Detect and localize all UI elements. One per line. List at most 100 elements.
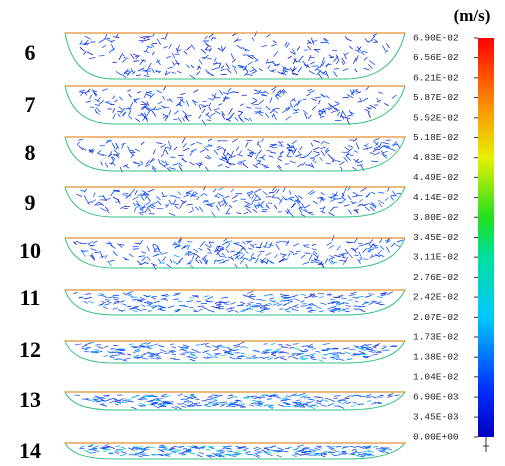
vector-arrow	[186, 300, 194, 303]
vector-arrow	[309, 353, 316, 356]
vector-arrow	[194, 253, 201, 259]
vector-arrow	[90, 248, 97, 251]
vector-arrow	[386, 246, 390, 253]
vector-arrow	[191, 100, 198, 104]
vector-arrow	[182, 349, 188, 352]
vector-arrow	[135, 308, 143, 312]
vector-arrow	[368, 453, 374, 457]
vector-arrow	[378, 199, 385, 205]
vector-arrow	[336, 111, 341, 117]
vector-arrow	[113, 150, 119, 154]
vector-arrow	[273, 51, 279, 57]
vector-arrow	[367, 393, 372, 397]
vector-arrow	[133, 60, 139, 62]
vector-arrow	[269, 260, 275, 264]
vector-arrow	[274, 107, 280, 110]
vector-arrow	[354, 247, 359, 252]
vector-arrow	[139, 239, 143, 246]
vector-arrow	[190, 393, 195, 397]
vector-arrow	[298, 403, 305, 406]
vector-arrow	[347, 186, 351, 191]
vector-arrow	[377, 249, 382, 255]
vector-arrow	[173, 118, 178, 121]
vector-arrow	[189, 150, 194, 156]
vector-arrow	[335, 107, 338, 112]
vector-arrow	[279, 89, 285, 95]
vector-arrow	[367, 107, 372, 110]
vector-arrow	[130, 406, 137, 410]
vector-arrow	[210, 36, 214, 41]
vector-arrow	[143, 294, 150, 298]
vector-arrow	[236, 356, 242, 360]
vector-arrow	[309, 294, 314, 298]
vector-arrow	[283, 302, 290, 306]
vector-arrow	[221, 46, 226, 53]
vector-arrow	[338, 398, 345, 402]
vector-arrow	[252, 350, 259, 352]
vector-arrow	[121, 143, 125, 149]
vector-arrow	[334, 307, 340, 310]
vector-arrow	[312, 303, 318, 307]
vector-arrow	[305, 454, 311, 456]
vector-arrow	[174, 245, 181, 248]
vector-arrow	[332, 71, 338, 77]
vector-arrow	[153, 405, 160, 409]
vector-arrow	[272, 109, 279, 114]
vector-arrow	[341, 57, 346, 64]
vector-arrow	[378, 145, 384, 151]
vector-arrow	[179, 353, 186, 356]
vector-arrow	[169, 343, 175, 346]
vector-arrow	[263, 404, 268, 407]
vector-arrow	[184, 398, 189, 402]
vector-arrow	[384, 49, 389, 53]
vector-arrow	[104, 254, 108, 259]
vector-arrow	[177, 96, 183, 99]
colorbar-tick-label: 4.14E-02	[413, 192, 459, 203]
vector-arrow	[332, 353, 339, 356]
vector-arrow	[193, 402, 201, 404]
vector-arrow	[271, 354, 277, 357]
vector-arrow	[353, 158, 359, 164]
vector-arrow	[277, 158, 283, 162]
vector-arrow	[118, 54, 122, 61]
vector-arrow	[225, 248, 230, 254]
vector-arrow	[164, 116, 169, 122]
vector-arrow	[369, 60, 375, 66]
vector-arrow	[345, 155, 351, 161]
vector-arrow	[296, 99, 302, 106]
vector-arrow	[213, 259, 217, 265]
colorbar-tick-label: 6.90E-03	[413, 392, 459, 403]
vector-arrow	[277, 71, 284, 75]
vector-arrow	[251, 194, 255, 200]
vector-arrow	[347, 358, 352, 361]
vector-arrow	[372, 148, 379, 153]
vector-arrow	[90, 254, 96, 261]
vector-arrow	[120, 108, 126, 114]
vector-arrow	[326, 241, 332, 246]
vector-arrow	[233, 401, 239, 404]
vector-arrow	[371, 395, 377, 399]
vector-arrow	[206, 119, 212, 121]
vector-arrow	[353, 353, 360, 356]
vector-arrow	[206, 57, 212, 60]
vector-arrow	[120, 453, 126, 457]
vector-arrow	[338, 295, 344, 297]
vector-arrow	[379, 238, 383, 244]
vector-arrow	[191, 395, 196, 398]
vector-arrow	[169, 258, 173, 264]
vector-arrow	[152, 253, 159, 257]
vector-arrow	[257, 253, 262, 258]
vector-arrow	[296, 45, 301, 51]
vector-arrow	[227, 256, 234, 260]
vector-arrow	[301, 345, 308, 347]
vector-arrow	[342, 452, 348, 454]
vector-arrow	[228, 394, 233, 397]
vector-arrow	[260, 307, 267, 309]
vector-arrow	[267, 357, 274, 361]
vector-arrow	[128, 447, 135, 451]
vector-arrow	[331, 158, 335, 163]
vector-arrow	[282, 66, 287, 69]
vector-arrow	[285, 344, 292, 347]
vector-arrow	[323, 140, 330, 145]
vector-arrow	[145, 35, 153, 38]
